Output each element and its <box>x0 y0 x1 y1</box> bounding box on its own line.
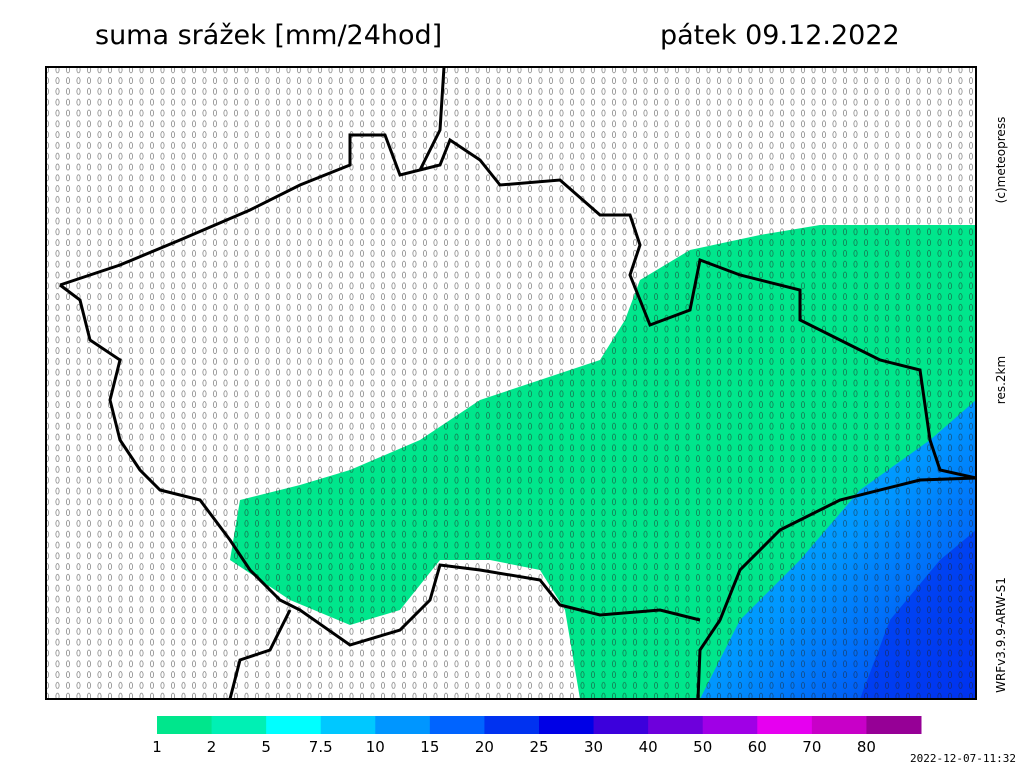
legend: 1 2 5 7.5 10 15 20 25 30 40 50 60 70 80 <box>152 716 922 756</box>
model-name: WRFv3.9.9-ARW-S1 <box>994 577 1008 693</box>
legend-swatch <box>866 716 922 734</box>
legend-swatch <box>375 716 431 734</box>
timestamp: 2022-12-07-11:32 <box>910 752 1016 765</box>
legend-swatch <box>539 716 595 734</box>
legend-swatch <box>484 716 540 734</box>
legend-label: 80 <box>857 738 876 756</box>
legend-swatch <box>811 716 867 734</box>
border <box>59 66 977 700</box>
legend-swatch <box>593 716 649 734</box>
legend-label: 50 <box>693 738 712 756</box>
legend-label: 10 <box>366 738 385 756</box>
resolution: res.2km <box>994 356 1008 404</box>
legend-label: 2 <box>207 738 217 756</box>
legend-swatch <box>702 716 758 734</box>
legend-label: 5 <box>261 738 271 756</box>
legend-label: 60 <box>748 738 767 756</box>
legend-swatch <box>320 716 376 734</box>
legend-label: 70 <box>802 738 821 756</box>
legend-label: 7.5 <box>309 738 333 756</box>
legend-swatch <box>648 716 704 734</box>
legend-swatch <box>157 716 213 734</box>
legend-label: 25 <box>529 738 548 756</box>
map-title: suma srážek [mm/24hod] <box>95 20 442 51</box>
legend-label: 40 <box>639 738 658 756</box>
map-date: pátek 09.12.2022 <box>660 20 900 51</box>
legend-label: 1 <box>152 738 162 756</box>
map-frame <box>45 66 977 700</box>
legend-label: 20 <box>475 738 494 756</box>
legend-label: 15 <box>420 738 439 756</box>
value-grid <box>46 67 976 699</box>
legend-swatch <box>757 716 813 734</box>
legend-swatch <box>266 716 322 734</box>
legend-label: 30 <box>584 738 603 756</box>
map-area <box>45 66 977 700</box>
legend-swatch <box>429 716 485 734</box>
legend-swatch <box>211 716 267 734</box>
copyright: (c)meteopress <box>994 117 1008 204</box>
